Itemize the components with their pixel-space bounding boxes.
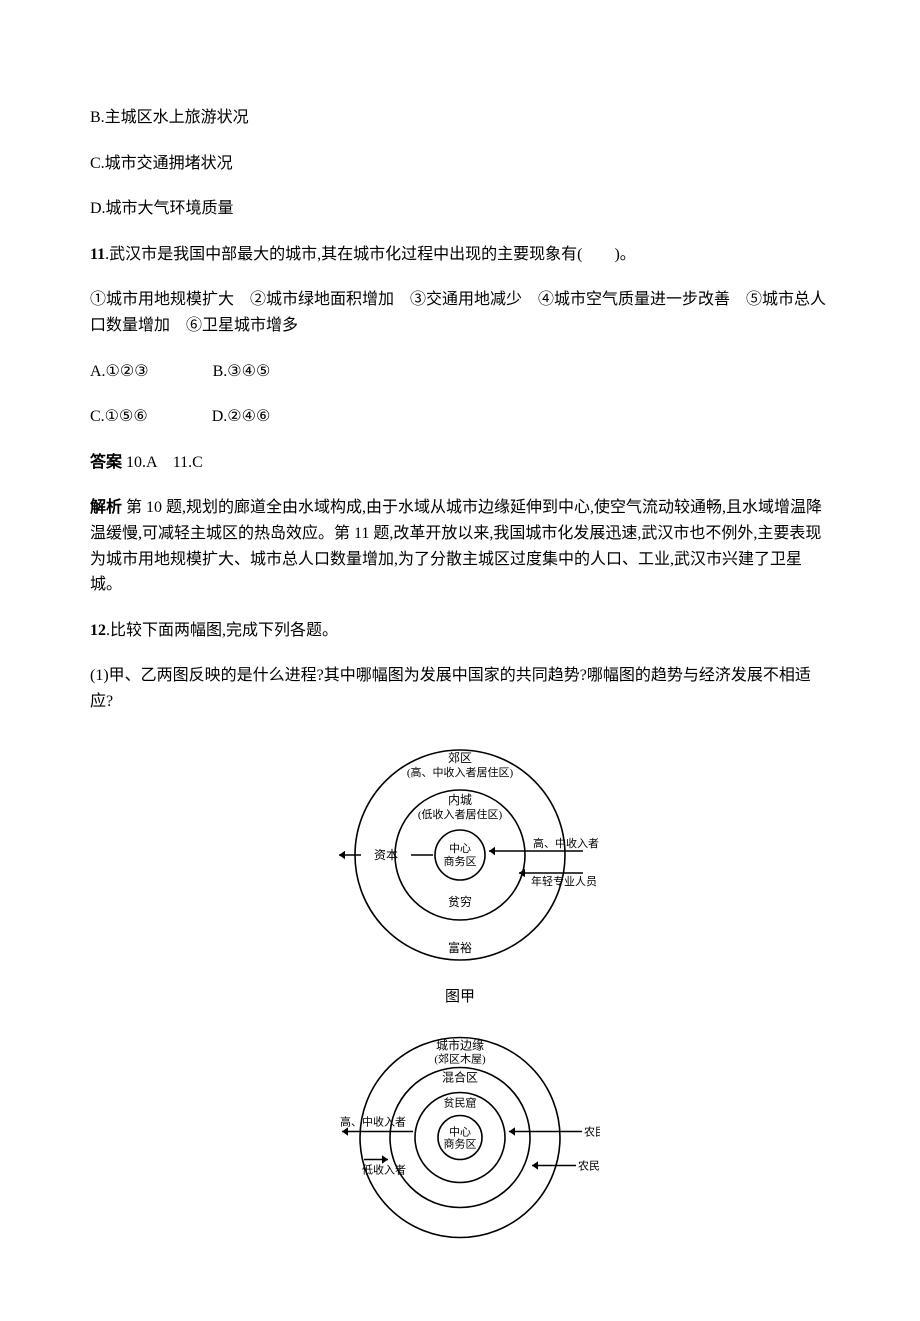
option-c: C.城市交通拥堵状况 <box>90 151 830 177</box>
q12-stem-text: .比较下面两幅图,完成下列各题。 <box>106 622 338 639</box>
svg-text:高、中收入者: 高、中收入者 <box>533 836 599 850</box>
explain-label: 解析 <box>90 499 122 516</box>
option-d: D.城市大气环境质量 <box>90 196 830 222</box>
option-b: B.主城区水上旅游状况 <box>90 105 830 131</box>
svg-text:高、中收入者: 高、中收入者 <box>340 1115 406 1129</box>
diagram-yi: 城市边缘(郊区木屋)混合区贫民窟中心商务区高、中收入者低收入者农民农民 <box>90 1027 830 1251</box>
q11-options-row2: C.①⑤⑥ D.②④⑥ <box>90 404 830 430</box>
svg-text:农民: 农民 <box>584 1125 600 1139</box>
q12-number: 12 <box>90 622 106 639</box>
svg-text:商务区: 商务区 <box>444 1137 477 1151</box>
diagram-jia-caption: 图甲 <box>90 985 830 1009</box>
svg-text:(郊区木屋): (郊区木屋) <box>434 1053 486 1066</box>
explain-block: 解析 第 10 题,规划的廊道全由水域构成,由于水域从城市边缘延伸到中心,使空气… <box>90 495 830 597</box>
diagram-jia: 郊区(高、中收入者居住区) 内城(低收入者居住区) 中心商务区贫穷富裕 资本 高、中收入… <box>90 735 830 974</box>
svg-text:(低收入者居住区): (低收入者居住区) <box>418 807 503 821</box>
svg-text:混合区: 混合区 <box>442 1070 478 1085</box>
q12-sub1: (1)甲、乙两图反映的是什么进程?其中哪幅图为发展中国家的共同趋势?哪幅图的趋势… <box>90 663 830 714</box>
q11-stem-text: .武汉市是我国中部最大的城市,其在城市化过程中出现的主要现象有( )。 <box>105 246 636 263</box>
svg-text:贫民窟: 贫民窟 <box>444 1096 477 1110</box>
page: B.主城区水上旅游状况 C.城市交通拥堵状况 D.城市大气环境质量 11.武汉市… <box>0 0 920 1321</box>
diagram-yi-svg: 城市边缘(郊区木屋)混合区贫民窟中心商务区高、中收入者低收入者农民农民 <box>320 1027 600 1242</box>
svg-text:中心: 中心 <box>449 1126 471 1139</box>
svg-text:(高、中收入者居住区): (高、中收入者居住区) <box>407 765 514 779</box>
svg-text:中心: 中心 <box>449 842 471 855</box>
svg-text:农民: 农民 <box>578 1159 600 1173</box>
q11-stem: 11.武汉市是我国中部最大的城市,其在城市化过程中出现的主要现象有( )。 <box>90 242 830 268</box>
answer-label: 答案 <box>90 454 122 471</box>
svg-text:城市边缘: 城市边缘 <box>436 1038 484 1053</box>
q11-option-a: A.①②③ <box>90 359 149 385</box>
svg-text:富裕: 富裕 <box>448 940 472 955</box>
q11-option-c: C.①⑤⑥ <box>90 404 148 430</box>
q11-substatements: ①城市用地规模扩大 ②城市绿地面积增加 ③交通用地减少 ④城市空气质量进一步改善… <box>90 287 830 338</box>
svg-text:贫穷: 贫穷 <box>448 894 472 909</box>
svg-text:资本: 资本 <box>374 848 398 862</box>
answer-line: 答案 10.A 11.C <box>90 450 830 476</box>
q11-number: 11 <box>90 246 105 263</box>
svg-text:低收入者: 低收入者 <box>362 1163 406 1177</box>
svg-text:商务区: 商务区 <box>444 854 477 868</box>
answer-text: 10.A 11.C <box>122 454 203 471</box>
diagram-jia-svg: 郊区(高、中收入者居住区) 内城(低收入者居住区) 中心商务区贫穷富裕 资本 高、中收入… <box>320 735 600 965</box>
svg-text:郊区: 郊区 <box>448 751 472 765</box>
q11-options-row1: A.①②③ B.③④⑤ <box>90 359 830 385</box>
q11-option-d: D.②④⑥ <box>212 404 271 430</box>
svg-text:年轻专业人员: 年轻专业人员 <box>531 874 597 888</box>
explain-text: 第 10 题,规划的廊道全由水域构成,由于水域从城市边缘延伸到中心,使空气流动较… <box>90 499 822 593</box>
q12-stem: 12.比较下面两幅图,完成下列各题。 <box>90 618 830 644</box>
q11-option-b: B.③④⑤ <box>213 359 271 385</box>
svg-text:内城: 内城 <box>448 793 472 807</box>
